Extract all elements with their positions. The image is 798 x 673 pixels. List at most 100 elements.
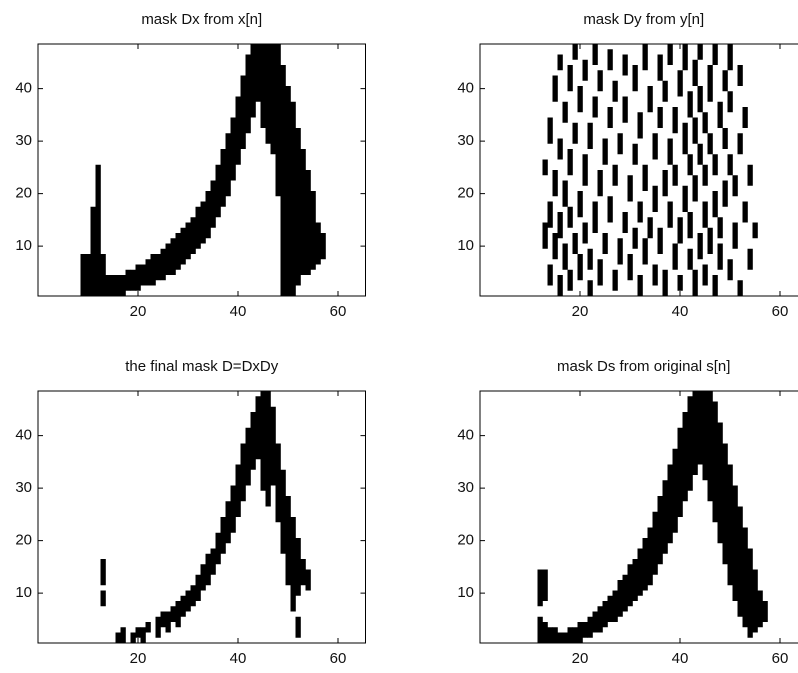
mask-cell xyxy=(617,580,623,617)
mask-cell xyxy=(135,264,141,291)
mask-cell xyxy=(742,107,748,128)
mask-cell xyxy=(622,96,628,123)
mask-cell xyxy=(255,44,261,102)
mask-cell xyxy=(642,44,648,71)
mask-cell xyxy=(255,396,261,460)
mask-cell xyxy=(677,427,683,517)
mask-cell xyxy=(677,70,683,97)
mask-cell xyxy=(295,538,301,596)
mask-cell xyxy=(150,254,156,286)
mask-cell xyxy=(717,243,723,270)
mask-cell xyxy=(697,86,703,113)
mask-cell xyxy=(652,511,658,575)
mask-cell xyxy=(647,86,653,113)
mask-cell xyxy=(170,238,176,275)
mask-cell xyxy=(577,86,583,113)
mask-cell xyxy=(697,143,703,165)
x-tick-label: 60 xyxy=(772,650,789,667)
mask-cell xyxy=(737,65,743,86)
mask-cell xyxy=(707,227,713,254)
y-tick-label: 20 xyxy=(15,532,32,549)
mask-cell xyxy=(667,138,673,165)
mask-cell xyxy=(617,133,623,155)
mask-cell xyxy=(557,632,563,643)
mask-cell xyxy=(300,149,306,275)
mask-cell xyxy=(135,627,141,638)
y-tick-label: 40 xyxy=(15,427,32,444)
mask-cell xyxy=(160,248,166,281)
y-tick-label: 10 xyxy=(457,237,474,254)
mask-cell xyxy=(622,212,628,233)
mask-cell xyxy=(190,585,196,607)
mask-cell xyxy=(165,243,171,275)
mask-cell xyxy=(672,243,678,270)
mask-cell xyxy=(250,44,256,118)
mask-cell xyxy=(732,485,738,601)
mask-cell xyxy=(275,44,281,197)
mask-cell xyxy=(577,622,583,643)
mask-cell xyxy=(607,196,613,223)
x-tick-label: 20 xyxy=(130,650,147,667)
y-tick-label: 20 xyxy=(457,532,474,549)
mask-cell xyxy=(90,206,96,296)
mask-cell xyxy=(300,559,306,586)
mask-cell xyxy=(717,101,723,128)
mask-cell xyxy=(682,122,688,155)
mask-cell xyxy=(547,627,553,643)
mask-cell xyxy=(85,254,91,296)
mask-cell xyxy=(572,122,578,144)
mask-cell xyxy=(230,117,236,181)
mask-cell xyxy=(702,391,708,481)
mask-cell xyxy=(742,527,748,628)
mask-cell xyxy=(115,632,121,643)
mask-cell xyxy=(697,44,703,60)
mask-cell xyxy=(732,175,738,197)
mask-cell xyxy=(552,75,558,102)
mask-cell xyxy=(632,65,638,92)
x-tick-label: 20 xyxy=(572,650,589,667)
mask-cell xyxy=(757,590,763,628)
mask-cell xyxy=(95,164,101,296)
mask-cell xyxy=(632,143,638,165)
mask-cell xyxy=(667,44,673,65)
mask-cell xyxy=(275,443,281,523)
mask-cell xyxy=(712,275,718,296)
mask-cell xyxy=(687,154,693,176)
mask-cell xyxy=(602,601,608,628)
mask-cell xyxy=(220,517,226,554)
mask-cell xyxy=(320,233,326,260)
mask-cell xyxy=(647,527,653,586)
mask-cell xyxy=(692,269,698,296)
mask-cell xyxy=(682,412,688,502)
mask-cell xyxy=(617,238,623,265)
mask-cell xyxy=(637,275,643,296)
x-tick-label: 20 xyxy=(572,303,589,320)
mask-cell xyxy=(547,264,553,286)
mask-cell xyxy=(727,464,733,586)
y-tick-label: 20 xyxy=(15,185,32,202)
mask-cell xyxy=(295,128,301,286)
mask-cell xyxy=(567,627,573,643)
mask-cell xyxy=(315,222,321,265)
y-tick-label: 10 xyxy=(15,237,32,254)
mask-cell xyxy=(537,616,543,643)
mask-cell xyxy=(627,175,633,202)
mask-cell xyxy=(722,443,728,565)
mask-cell xyxy=(662,170,668,197)
mask-cell xyxy=(260,44,266,128)
mask-cell xyxy=(687,212,693,239)
mask-cell xyxy=(215,164,221,218)
mask-cell xyxy=(607,595,613,622)
mask-cell xyxy=(627,254,633,281)
mask-cell xyxy=(552,627,558,643)
mask-cell xyxy=(662,269,668,296)
mask-cell xyxy=(572,44,578,60)
mask-cell xyxy=(682,44,688,71)
mask-cell xyxy=(140,627,146,643)
mask-cell xyxy=(712,44,718,65)
mask-cell xyxy=(692,59,698,86)
mask-cell xyxy=(707,391,713,502)
mask-cell xyxy=(180,227,186,265)
mask-cell xyxy=(717,217,723,239)
